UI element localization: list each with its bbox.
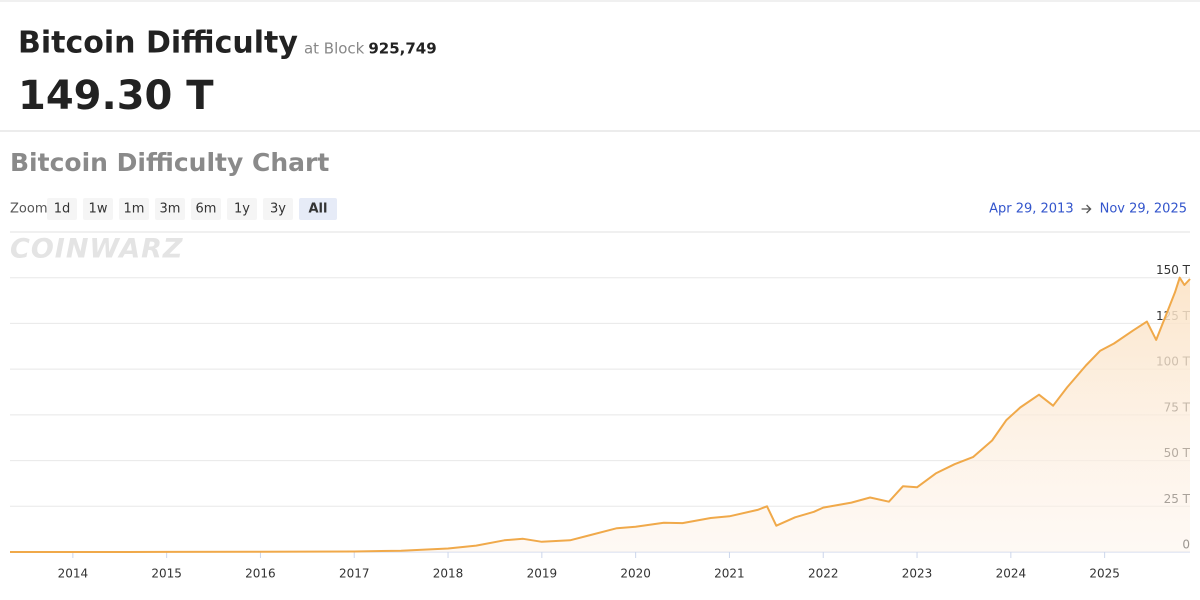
zoom-button[interactable] <box>155 198 185 220</box>
x-tick-label: 2016 <box>245 567 276 581</box>
page-title: Bitcoin Difficulty <box>18 26 298 61</box>
x-tick-label: 2019 <box>527 567 558 581</box>
x-tick-label: 2015 <box>151 567 182 581</box>
zoom-button[interactable] <box>83 198 113 220</box>
zoom-label: Zoom <box>10 202 47 217</box>
x-tick-label: 2018 <box>433 567 464 581</box>
x-tick-label: 2014 <box>58 567 89 581</box>
zoom-button-label[interactable]: 6m <box>196 202 217 217</box>
x-tick-label: 2017 <box>339 567 370 581</box>
date-to[interactable]: Nov 29, 2025 <box>1100 202 1187 217</box>
x-tick-label: 2023 <box>902 567 933 581</box>
zoom-button[interactable] <box>119 198 149 220</box>
x-tick-label: 2024 <box>996 567 1027 581</box>
zoom-button[interactable] <box>227 198 257 220</box>
chart-title: Bitcoin Difficulty Chart <box>10 148 329 177</box>
y-tick-label: 150 T <box>1156 263 1191 277</box>
x-tick-label: 2020 <box>620 567 651 581</box>
zoom-button-label[interactable]: 1w <box>89 202 108 217</box>
area-fill <box>10 277 1190 552</box>
zoom-button[interactable] <box>263 198 293 220</box>
zoom-button-label[interactable]: 3m <box>160 202 181 217</box>
difficulty-value: 149.30 T <box>18 73 214 119</box>
x-tick-label: 2022 <box>808 567 839 581</box>
range-arrow <box>1081 204 1092 214</box>
zoom-button-label[interactable]: 1m <box>124 202 145 217</box>
difficulty-line <box>10 276 1191 553</box>
zoom-button[interactable] <box>299 198 337 220</box>
zoom-button-label[interactable]: All <box>309 202 328 217</box>
block-number: 925,749 <box>368 40 436 58</box>
x-tick-label: 2021 <box>714 567 745 581</box>
zoom-button-label[interactable]: 1d <box>54 202 71 217</box>
zoom-button[interactable] <box>191 198 221 220</box>
date-from[interactable]: Apr 29, 2013 <box>989 202 1074 217</box>
watermark: COINWARZ <box>10 234 184 265</box>
zoom-button[interactable] <box>47 198 77 220</box>
block-prefix: at Block <box>304 40 365 58</box>
x-tick-label: 2025 <box>1089 567 1120 581</box>
zoom-button-label[interactable]: 3y <box>270 202 286 217</box>
zoom-button-label[interactable]: 1y <box>234 202 250 217</box>
